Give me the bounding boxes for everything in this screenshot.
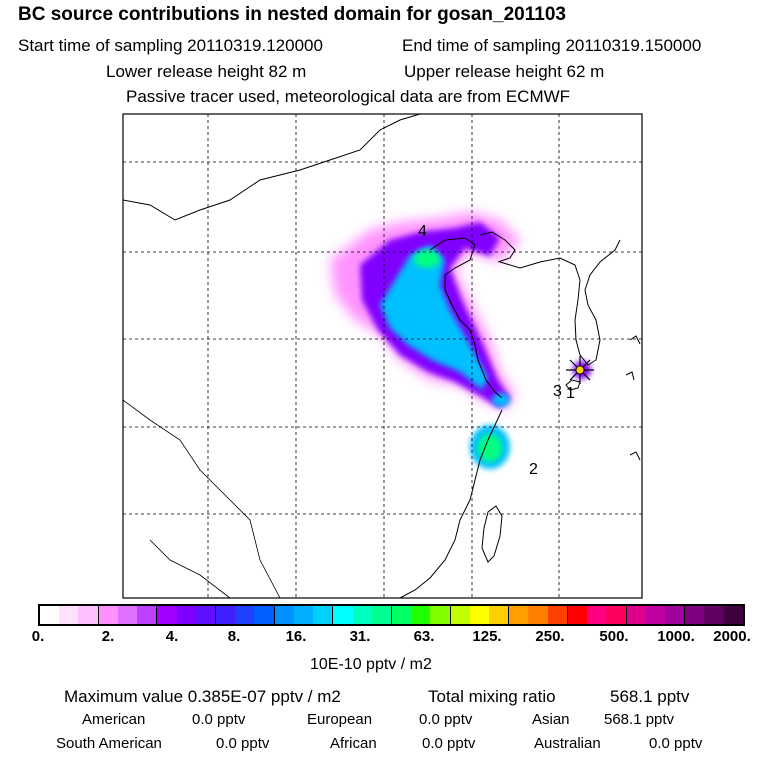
map-panel: 4 3 1 2 xyxy=(122,113,643,599)
european-value: 0.0 pptv xyxy=(419,711,473,728)
sampling-end: End time of sampling 20110319.150000 xyxy=(402,36,702,55)
lat-lon-grid xyxy=(123,114,642,598)
colorbar-swatch xyxy=(137,606,158,624)
colorbar-swatch xyxy=(157,606,177,624)
colorbar-tick: 63. xyxy=(413,628,435,645)
asian-label: Asian xyxy=(532,711,570,728)
borders xyxy=(122,399,281,599)
colorbar-swatch xyxy=(352,606,372,624)
plume-hotspot-shanghai-core xyxy=(478,434,502,462)
colorbar-swatch xyxy=(313,606,334,624)
region-label-1: 1 xyxy=(566,385,575,402)
lower-release-height: Lower release height 82 m xyxy=(106,62,307,81)
colorbar-swatch xyxy=(98,606,118,624)
colorbar-tick: 16. xyxy=(285,628,307,645)
african-value: 0.0 pptv xyxy=(422,735,476,752)
european-label: European xyxy=(307,711,373,728)
colorbar-swatch xyxy=(333,606,353,624)
south-american-value: 0.0 pptv xyxy=(216,735,270,752)
colorbar-tick: 2000. xyxy=(713,628,751,645)
colorbar xyxy=(38,604,745,626)
colorbar-swatch xyxy=(215,606,236,624)
colorbar-swatch xyxy=(78,606,99,624)
colorbar-tick: 125. xyxy=(472,628,502,645)
african-label: African xyxy=(330,735,377,752)
map-frame xyxy=(122,113,643,599)
colorbar-tick: 8. xyxy=(227,628,241,645)
maximum-value: Maximum value 0.385E-07 pptv / m2 xyxy=(64,687,341,706)
colorbar-swatch xyxy=(685,606,705,624)
tracer-note: Passive tracer used, meteorological data… xyxy=(126,87,571,106)
asian-value: 568.1 pptv xyxy=(604,711,675,728)
colorbar-swatch xyxy=(274,606,294,624)
colorbar-swatch xyxy=(469,606,490,624)
colorbar-swatch xyxy=(547,606,568,624)
colorbar-tick: 31. xyxy=(349,628,371,645)
south-american-label: South American xyxy=(56,735,162,752)
colorbar-swatch xyxy=(195,606,216,624)
coastlines xyxy=(122,113,641,599)
figure-title: BC source contributions in nested domain… xyxy=(18,4,566,25)
plume-high xyxy=(380,245,488,390)
colorbar-swatch xyxy=(450,606,470,624)
colorbar-tick: 250. xyxy=(535,628,565,645)
colorbar-swatch xyxy=(587,606,607,624)
colorbar-swatch xyxy=(704,606,724,624)
colorbar-swatch xyxy=(723,606,743,624)
american-value: 0.0 pptv xyxy=(192,711,246,728)
total-mixing-ratio-value: 568.1 pptv xyxy=(610,687,690,706)
colorbar-swatch xyxy=(59,606,79,624)
colorbar-swatch xyxy=(117,606,138,624)
colorbar-tick: 500. xyxy=(599,628,629,645)
colorbar-swatch xyxy=(293,606,314,624)
colorbar-tick: 0. xyxy=(31,628,45,645)
colorbar-units: 10E-10 pptv / m2 xyxy=(310,656,432,673)
colorbar-swatch xyxy=(391,606,412,624)
colorbar-swatch xyxy=(371,606,392,624)
colorbar-swatch xyxy=(606,606,627,624)
colorbar-tick: 4. xyxy=(165,628,179,645)
colorbar-swatch xyxy=(411,606,431,624)
colorbar-swatch xyxy=(40,606,60,624)
colorbar-swatch xyxy=(665,606,686,624)
region-label-3: 3 xyxy=(553,383,562,400)
concentration-field xyxy=(330,212,591,469)
colorbar-swatch xyxy=(509,606,529,624)
upper-release-height: Upper release height 62 m xyxy=(404,62,605,81)
colorbar-swatch xyxy=(235,606,255,624)
colorbar-swatch xyxy=(254,606,275,624)
plume-peak-north xyxy=(414,250,440,268)
colorbar-swatch xyxy=(626,606,646,624)
region-label-4: 4 xyxy=(418,223,427,240)
colorbar-swatch xyxy=(645,606,665,624)
receptor-star-icon xyxy=(566,356,594,384)
colorbar-swatch xyxy=(489,606,510,624)
colorbar-swatch xyxy=(567,606,588,624)
colorbar-tick: 1000. xyxy=(657,628,695,645)
region-label-2: 2 xyxy=(529,461,538,478)
colorbar-tick: 2. xyxy=(101,628,115,645)
colorbar-swatch xyxy=(430,606,451,624)
sampling-start: Start time of sampling 20110319.120000 xyxy=(18,36,323,55)
colorbar-swatch xyxy=(528,606,548,624)
american-label: American xyxy=(82,711,146,728)
plume-hotspot-estuary xyxy=(492,393,510,407)
australian-value: 0.0 pptv xyxy=(649,735,703,752)
australian-label: Australian xyxy=(534,735,601,752)
colorbar-swatch xyxy=(176,606,196,624)
total-mixing-ratio-label: Total mixing ratio xyxy=(428,687,556,706)
